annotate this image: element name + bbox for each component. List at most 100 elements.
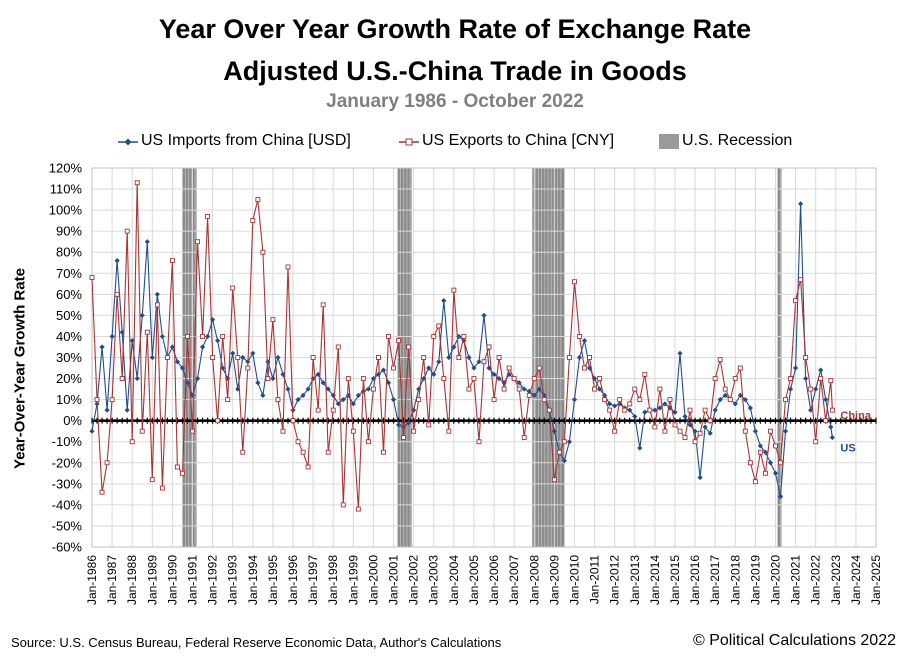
x-tick-label: Jan-2007 xyxy=(507,555,521,605)
imports-point xyxy=(767,460,774,466)
series-end-label-us: US xyxy=(840,443,855,455)
imports-point xyxy=(441,298,447,304)
imports-point xyxy=(481,312,487,318)
imports-point xyxy=(310,375,316,382)
exports-point xyxy=(546,407,552,413)
exports-point xyxy=(768,428,773,434)
exports-point xyxy=(305,464,311,470)
imports-point xyxy=(732,401,738,407)
legend-imports-label: US Imports from China [USD] xyxy=(141,132,351,149)
imports-point xyxy=(813,386,819,392)
exports-point xyxy=(597,376,603,382)
imports-point xyxy=(300,392,306,398)
imports-point xyxy=(375,371,382,377)
imports-point xyxy=(829,434,835,441)
exports-point xyxy=(778,460,783,466)
exports-point xyxy=(737,365,743,371)
imports-point xyxy=(204,333,211,340)
imports-point xyxy=(320,380,326,386)
imports-point xyxy=(406,420,412,426)
exports-point xyxy=(360,376,366,382)
exports-point xyxy=(350,428,356,434)
imports-point xyxy=(230,350,236,356)
exports-point xyxy=(647,407,653,413)
imports-point xyxy=(662,401,668,407)
imports-point xyxy=(89,428,95,434)
imports-point xyxy=(390,397,397,403)
copyright-note: © Political Calculations 2022 xyxy=(692,632,896,649)
imports-point xyxy=(536,386,542,392)
exports-point xyxy=(501,386,507,392)
exports-point xyxy=(325,449,331,455)
imports-point xyxy=(591,375,598,382)
exports-point xyxy=(345,376,351,382)
exports-point xyxy=(381,449,386,455)
exports-point xyxy=(773,443,778,449)
exports-point xyxy=(783,397,788,403)
x-tick-label: Jan-1991 xyxy=(186,555,200,605)
exports-point xyxy=(174,464,180,470)
y-tick-label: -40% xyxy=(52,497,83,512)
imports-point xyxy=(808,407,814,413)
exports-point xyxy=(541,397,547,403)
exports-point xyxy=(330,407,336,413)
imports-point xyxy=(345,392,351,398)
x-tick-label: Jan-1995 xyxy=(266,555,280,605)
exports-point xyxy=(697,430,703,436)
y-tick-label: -60% xyxy=(52,540,83,555)
exports-point xyxy=(144,329,150,335)
y-tick-label: 120% xyxy=(49,161,83,176)
exports-point xyxy=(275,397,281,403)
exports-point xyxy=(270,317,276,323)
imports-point xyxy=(134,375,140,382)
imports-point xyxy=(144,239,150,245)
x-tick-label: Jan-2004 xyxy=(447,555,461,605)
exports-point xyxy=(401,435,407,440)
exports-point xyxy=(129,439,135,445)
x-tick-label: Jan-2016 xyxy=(688,555,702,605)
exports-point xyxy=(280,428,286,434)
plot-frame xyxy=(91,167,877,548)
exports-point xyxy=(828,378,834,384)
x-tick-label: Jan-2013 xyxy=(628,555,642,605)
x-tick-label: Jan-1996 xyxy=(286,555,300,605)
exports-point xyxy=(612,428,618,434)
exports-point xyxy=(320,302,326,308)
y-tick-label: 60% xyxy=(56,287,82,302)
imports-point xyxy=(561,458,568,464)
exports-point xyxy=(220,333,226,339)
exports-point xyxy=(798,277,804,283)
exports-point xyxy=(89,275,95,280)
imports-point xyxy=(265,359,271,365)
exports-point xyxy=(245,365,251,371)
exports-point xyxy=(667,397,673,403)
imports-point xyxy=(607,401,613,407)
exports-point xyxy=(421,355,427,360)
exports-point xyxy=(109,397,115,403)
exports-point xyxy=(411,428,417,434)
imports-point xyxy=(682,413,688,420)
exports-point xyxy=(823,418,829,424)
exports-point xyxy=(491,397,497,403)
exports-point xyxy=(210,355,216,360)
exports-point xyxy=(486,344,492,350)
exports-point xyxy=(451,287,457,293)
exports-point xyxy=(632,386,638,392)
exports-point xyxy=(476,439,482,445)
imports-point xyxy=(295,397,301,403)
exports-point xyxy=(285,264,291,270)
exports-point xyxy=(295,439,301,445)
exports-point xyxy=(260,249,266,255)
imports-point xyxy=(215,338,221,344)
imports-point xyxy=(315,371,321,377)
imports-point xyxy=(803,375,809,382)
imports-point xyxy=(717,397,723,403)
exports-point xyxy=(803,355,809,360)
x-tick-label: Jan-2000 xyxy=(366,555,380,605)
imports-point xyxy=(154,291,160,297)
imports-point xyxy=(571,397,578,403)
imports-point xyxy=(431,371,437,377)
x-tick-label: Jan-2021 xyxy=(789,555,803,605)
imports-point xyxy=(752,428,758,434)
imports-point xyxy=(436,359,442,365)
